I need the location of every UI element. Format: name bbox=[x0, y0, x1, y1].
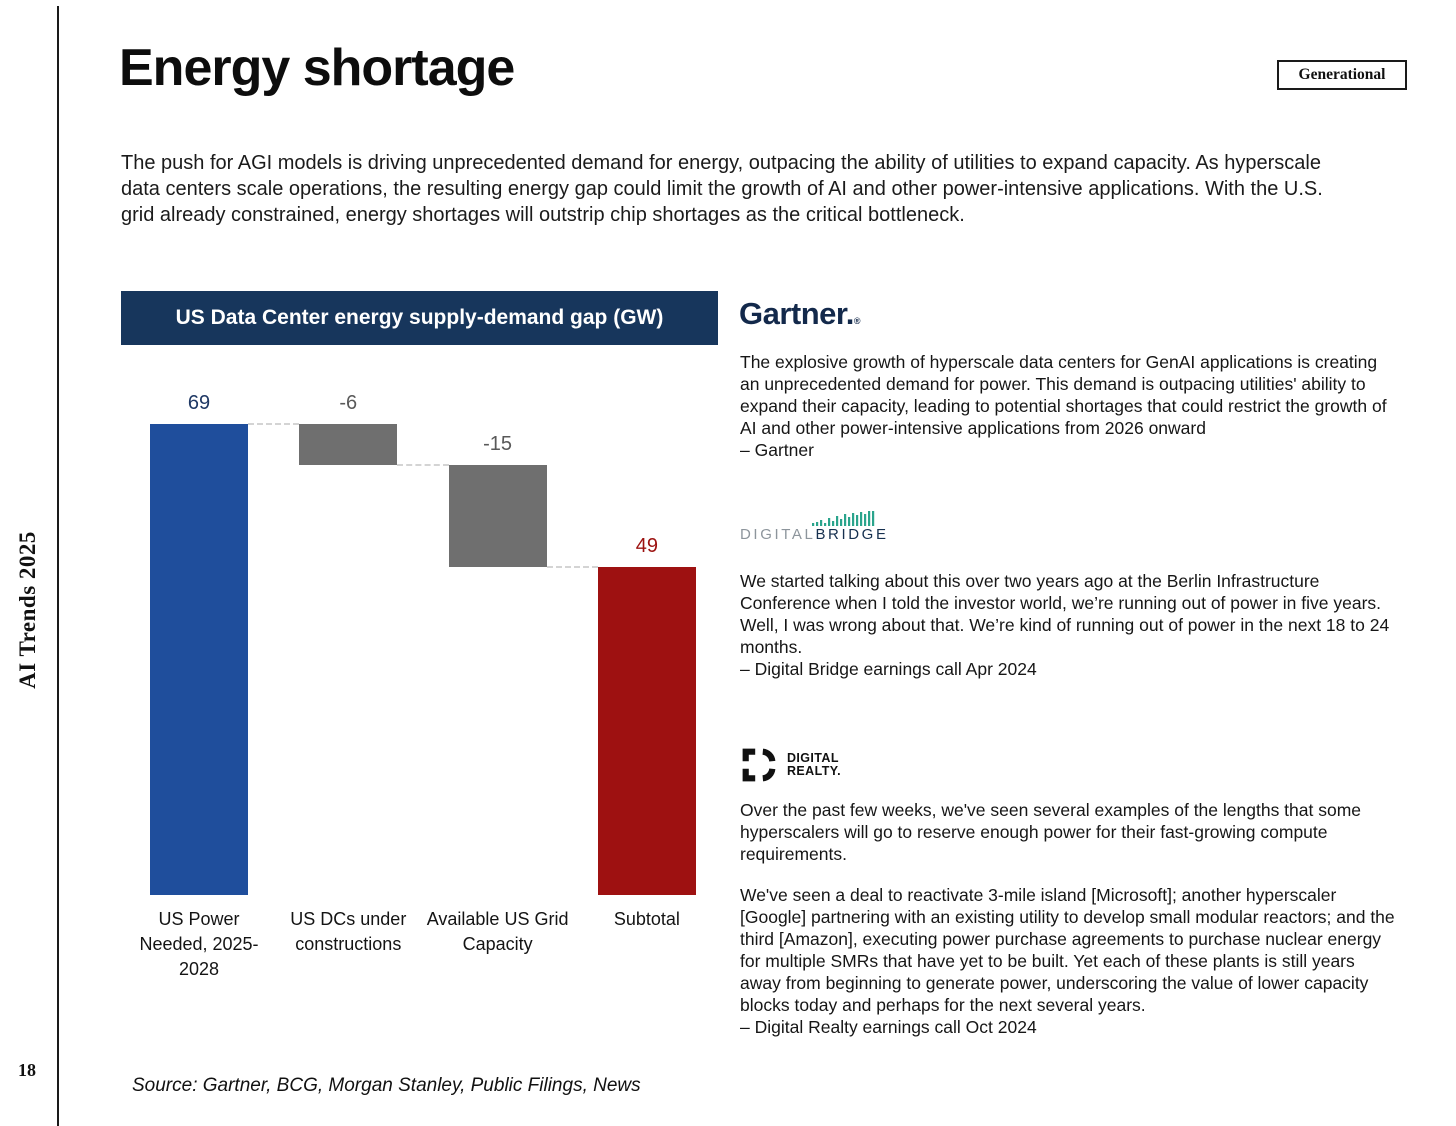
gartner-quote-text: The explosive growth of hyperscale data … bbox=[740, 352, 1387, 438]
gartner-quote: The explosive growth of hyperscale data … bbox=[740, 351, 1400, 461]
bar-category-label: Subtotal bbox=[613, 909, 680, 929]
digitalbridge-word-bridge: BRIDGE bbox=[815, 526, 889, 543]
waterfall-bar-2 bbox=[299, 424, 398, 465]
digitalbridge-bars-icon bbox=[812, 511, 875, 526]
bar-category-label: US DCs under constructions bbox=[290, 909, 407, 954]
digitalbridge-logo-text: DIGITALBRIDGE bbox=[740, 526, 889, 544]
digitalrealty-logo: DIGITAL REALTY. bbox=[740, 746, 841, 784]
bar-value-label: -15 bbox=[483, 432, 513, 455]
digitalrealty-logo-text: DIGITAL REALTY. bbox=[787, 752, 841, 778]
waterfall-chart: 69 US Power Needed, 2025-2028 -6 US DCs und… bbox=[121, 345, 718, 1025]
digitalrealty-mark-icon bbox=[742, 748, 776, 782]
waterfall-bar-3 bbox=[448, 464, 547, 568]
digitalbridge-quote: We started talking about this over two y… bbox=[740, 570, 1400, 680]
digitalrealty-quote1-text: Over the past few weeks, we've seen seve… bbox=[740, 800, 1362, 864]
digitalrealty-quote-2: We've seen a deal to reactivate 3-mile i… bbox=[740, 884, 1400, 1038]
digitalrealty-quote-attribution: – Digital Realty earnings call Oct 2024 bbox=[740, 1017, 1037, 1037]
digitalbridge-quote-attribution: – Digital Bridge earnings call Apr 2024 bbox=[740, 659, 1037, 679]
page-title: Energy shortage bbox=[119, 39, 515, 97]
waterfall-bar-4 bbox=[597, 567, 696, 895]
bar-value-label: 49 bbox=[635, 535, 659, 558]
digitalbridge-quote-text: We started talking about this over two y… bbox=[740, 571, 1390, 657]
digitalrealty-quote-1: Over the past few weeks, we've seen seve… bbox=[740, 799, 1400, 865]
chart-title: US Data Center energy supply-demand gap … bbox=[121, 291, 718, 345]
waterfall-connector bbox=[248, 423, 300, 425]
digitalrealty-word-realty: REALTY. bbox=[787, 764, 841, 778]
gartner-logo: Gartner.® bbox=[739, 296, 861, 332]
sidebar-title: AI Trends 2025 bbox=[15, 531, 40, 689]
digitalbridge-word-digital: DIGITAL bbox=[740, 526, 816, 543]
sidebar-divider bbox=[57, 6, 59, 1126]
source-note: Source: Gartner, BCG, Morgan Stanley, Pu… bbox=[132, 1075, 641, 1096]
page-number: 18 bbox=[18, 1060, 36, 1080]
bar-value-label: 69 bbox=[187, 392, 211, 414]
bar-category-label: US Power Needed, 2025-2028 bbox=[139, 909, 259, 979]
digitalrealty-quote2-text: We've seen a deal to reactivate 3-mile i… bbox=[740, 885, 1395, 1015]
registered-mark-icon: ® bbox=[853, 316, 861, 326]
digitalbridge-logo: DIGITALBRIDGE bbox=[740, 511, 889, 544]
generational-badge: Generational bbox=[1277, 60, 1407, 90]
digitalrealty-word-digital: DIGITAL bbox=[787, 751, 839, 765]
intro-paragraph: The push for AGI models is driving unpre… bbox=[121, 152, 1323, 226]
bar-value-label: -6 bbox=[339, 392, 358, 414]
waterfall-connector bbox=[546, 566, 598, 569]
gartner-logo-text: Gartner. bbox=[739, 296, 854, 331]
gartner-quote-attribution: – Gartner bbox=[740, 440, 814, 460]
waterfall-bar-1 bbox=[150, 424, 248, 895]
waterfall-connector bbox=[397, 463, 449, 466]
bar-category-label: Available US Grid Capacity bbox=[426, 909, 569, 954]
